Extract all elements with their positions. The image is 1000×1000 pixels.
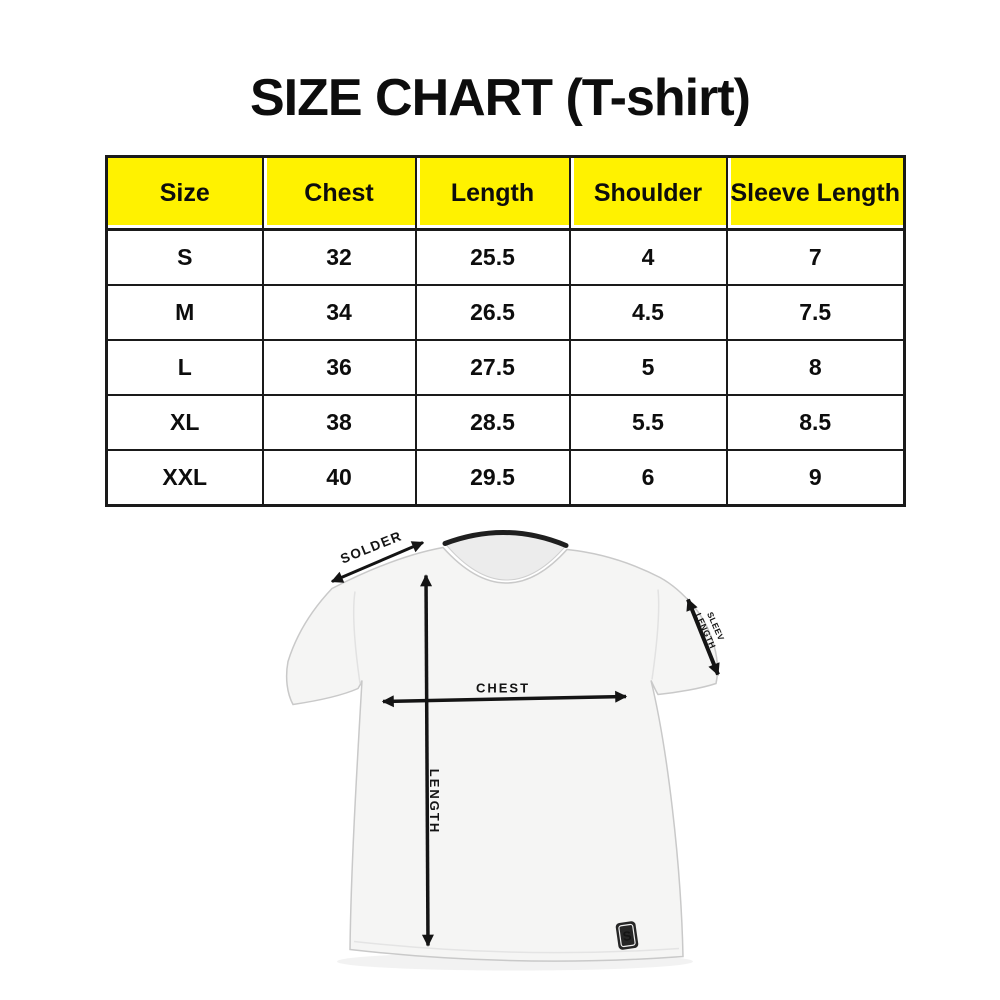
size-table: Size Chest Length Shoulder Sleeve Length…: [105, 155, 906, 507]
table-cell: 29.5: [414, 449, 571, 507]
table-cell: 26.5: [414, 284, 571, 341]
table-cell: 25.5: [414, 228, 571, 286]
row-label: S: [105, 228, 264, 286]
table-cell: 8.5: [725, 394, 906, 451]
col-header-shoulder: Shoulder: [568, 155, 728, 231]
table-cell: 7: [725, 228, 906, 286]
col-header-sleeve-length: Sleeve Length: [725, 155, 906, 231]
table-cell: 36: [261, 339, 417, 396]
table-cell: 38: [261, 394, 417, 451]
chest-arrow: [381, 690, 628, 708]
seam-right: [651, 589, 660, 680]
table-cell: 9: [725, 449, 906, 507]
table-cell: 4: [568, 228, 728, 286]
table-row-s: S 32 25.5 4 7: [105, 228, 906, 286]
table-cell: 32: [261, 228, 417, 286]
hem-stitch: [353, 940, 680, 954]
svg-text:S: S: [622, 928, 633, 944]
row-label: M: [105, 284, 264, 341]
table-cell: 8: [725, 339, 906, 396]
col-header-chest: Chest: [261, 155, 417, 231]
table-cell: 34: [261, 284, 417, 341]
table-row-xl: XL 38 28.5 5.5 8.5: [105, 394, 906, 451]
collar-band: [442, 530, 569, 548]
sleeve-arrow: [686, 598, 720, 676]
table-cell: 6: [568, 449, 728, 507]
table-row-l: L 36 27.5 5 8: [105, 339, 906, 396]
table-cell: 28.5: [414, 394, 571, 451]
page-title: SIZE CHART (T-shirt): [250, 69, 751, 127]
table-row-m: M 34 26.5 4.5 7.5: [105, 284, 906, 341]
chest-arrow-label: CHEST: [476, 681, 530, 696]
table-cell: 27.5: [414, 339, 571, 396]
length-arrow: [420, 574, 434, 947]
seam-left: [352, 591, 361, 684]
tshirt-body: [285, 546, 719, 962]
table-cell: 40: [261, 449, 417, 507]
table-cell: 5: [568, 339, 728, 396]
table-cell: 5.5: [568, 394, 728, 451]
row-label: XXL: [105, 449, 264, 507]
length-arrow-label: LENGTH: [427, 769, 442, 834]
table-header-row: Size Chest Length Shoulder Sleeve Length: [105, 155, 906, 231]
col-header-size: Size: [105, 155, 264, 231]
table-cell: 7.5: [725, 284, 906, 341]
shoulder-arrow: [330, 541, 425, 583]
brand-logo: S: [615, 921, 639, 950]
table-cell: 4.5: [568, 284, 728, 341]
tshirt-measurement-diagram: SOLDER CHEST LENGTH SLEEV LENGTH S: [285, 528, 726, 971]
col-header-length: Length: [414, 155, 571, 231]
table-row-xxl: XXL 40 29.5 6 9: [105, 449, 906, 507]
row-label: XL: [105, 394, 264, 451]
row-label: L: [105, 339, 264, 396]
